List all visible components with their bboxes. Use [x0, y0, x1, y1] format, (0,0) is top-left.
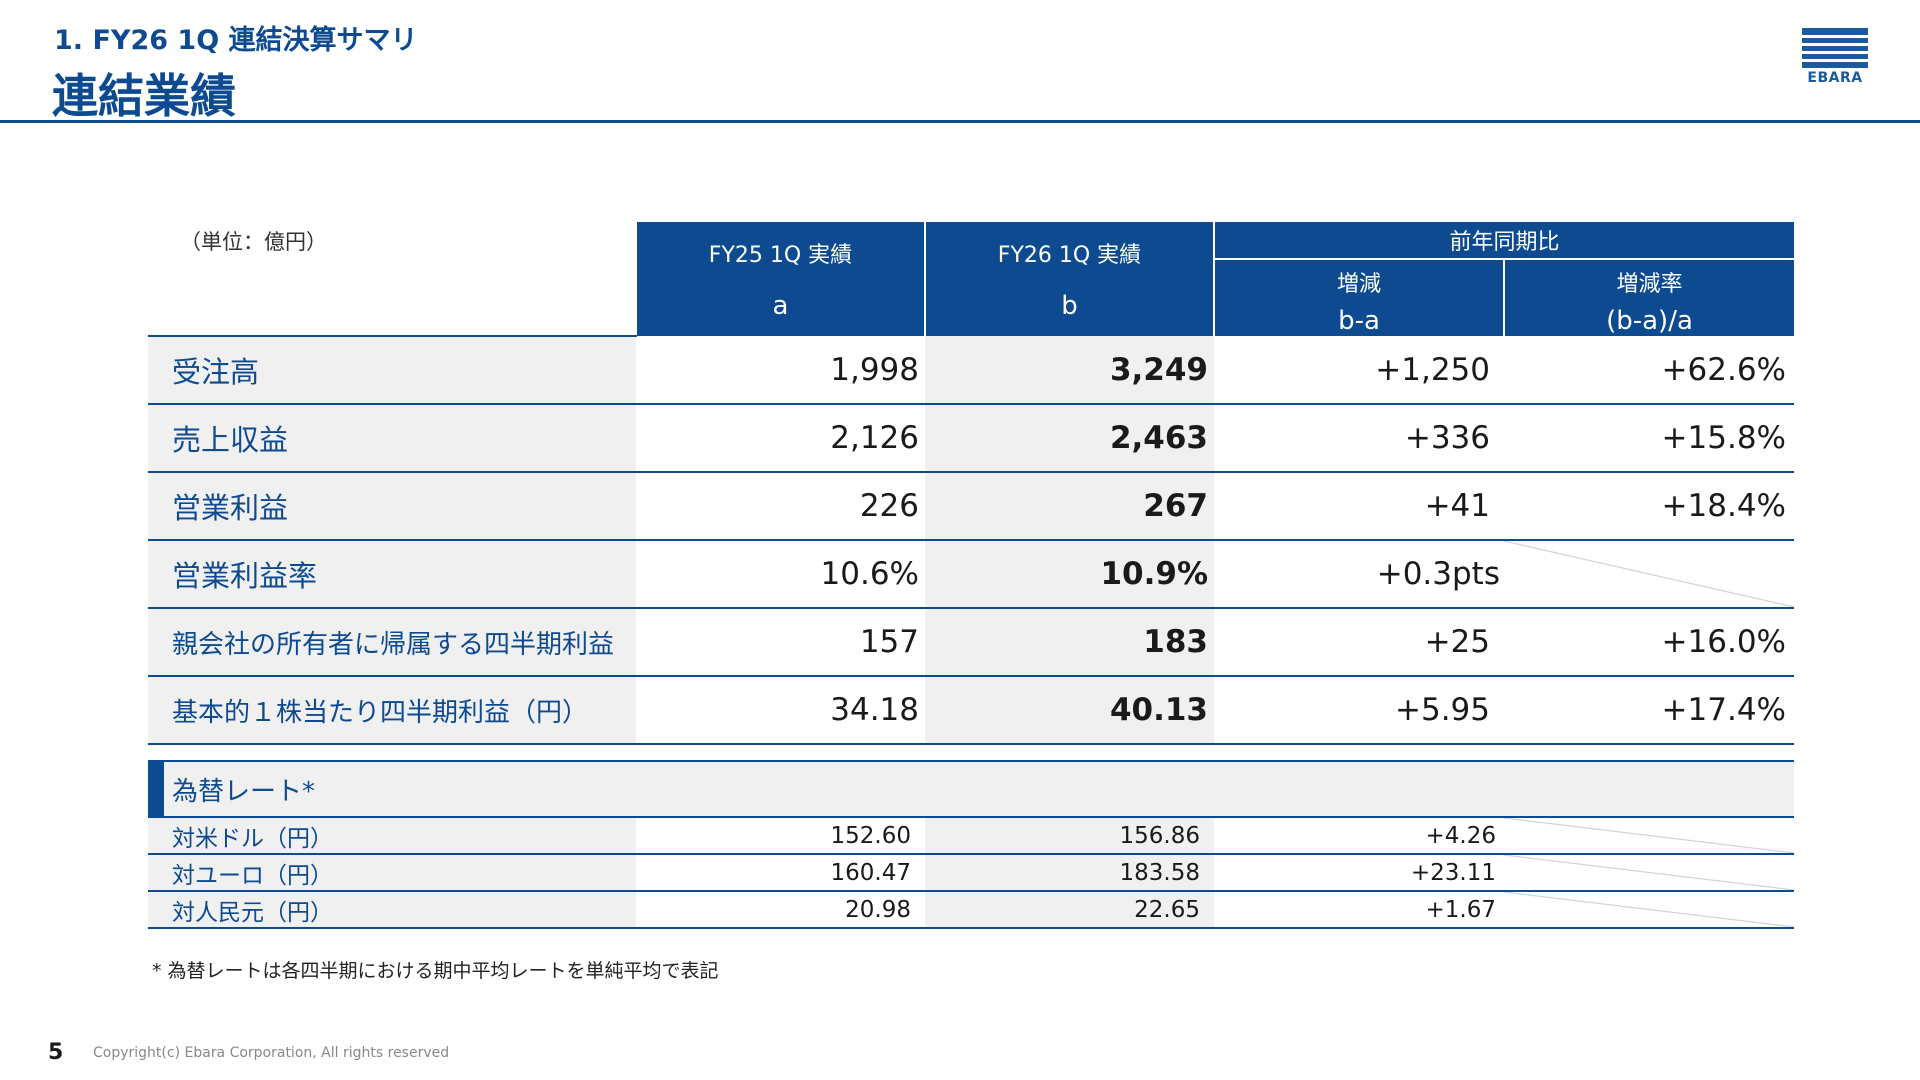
value-rate: +18.4%	[1504, 472, 1795, 541]
header-rule	[0, 120, 1920, 123]
value-rate: +17.4%	[1504, 676, 1795, 745]
value-fy26: 2,463	[925, 404, 1214, 473]
page-number: 5	[48, 1040, 64, 1065]
section-marker	[148, 760, 164, 816]
header-spacer	[148, 222, 636, 337]
fx-header: 為替レート*	[148, 760, 1795, 818]
table-row: 対米ドル（円） 152.60 156.86 +4.26	[148, 817, 1795, 855]
logo-wordmark: EBARA	[1807, 70, 1863, 86]
col-fy26-header: FY26 1Q 実績 b	[924, 222, 1214, 336]
table-row: 対人民元（円） 20.98 22.65 +1.67	[148, 891, 1795, 929]
value-fy25: 157	[636, 608, 925, 677]
col-diff-header: 増減 b-a	[1213, 259, 1504, 336]
fx-value-fy25: 152.60	[636, 817, 925, 855]
value-fy26: 3,249	[925, 336, 1214, 405]
table-row: 受注高 1,998 3,249 +1,250 +62.6%	[148, 336, 1795, 405]
ebara-logo: EBARA	[1802, 28, 1868, 86]
fx-value-diff: +23.11	[1214, 854, 1504, 892]
row-label: 親会社の所有者に帰属する四半期利益	[148, 608, 636, 677]
value-fy26: 267	[925, 472, 1214, 541]
footnote: * 為替レートは各四半期における期中平均レートを単純平均で表記	[152, 960, 719, 982]
copyright: Copyright(c) Ebara Corporation, All righ…	[93, 1045, 450, 1061]
fx-label: 対人民元（円）	[148, 891, 636, 929]
row-label: 売上収益	[148, 404, 636, 473]
fx-value-fy25: 20.98	[636, 891, 925, 929]
fx-rate-na	[1504, 817, 1795, 855]
value-rate-na	[1504, 540, 1795, 609]
value-diff: +5.95	[1214, 676, 1504, 745]
value-rate: +62.6%	[1504, 336, 1795, 405]
value-fy25: 1,998	[636, 336, 925, 405]
value-diff: +336	[1214, 404, 1504, 473]
col-fy25-header: FY25 1Q 実績 a	[635, 222, 925, 336]
row-label: 営業利益	[148, 472, 636, 541]
value-diff: +25	[1214, 608, 1504, 677]
value-rate: +16.0%	[1504, 608, 1795, 677]
value-fy25: 2,126	[636, 404, 925, 473]
logo-mark-icon	[1802, 28, 1868, 68]
value-fy25: 10.6%	[636, 540, 925, 609]
table-row: 営業利益 226 267 +41 +18.4%	[148, 472, 1795, 541]
page-title: 連結業績	[52, 69, 236, 123]
fx-value-fy25: 160.47	[636, 854, 925, 892]
value-diff: +0.3pts	[1214, 540, 1504, 609]
value-diff: +41	[1214, 472, 1504, 541]
value-diff: +1,250	[1214, 336, 1504, 405]
value-fy25: 34.18	[636, 676, 925, 745]
value-fy25: 226	[636, 472, 925, 541]
value-rate: +15.8%	[1504, 404, 1795, 473]
fx-value-fy26: 22.65	[925, 891, 1214, 929]
row-label: 基本的１株当たり四半期利益（円）	[148, 676, 636, 745]
fx-value-fy26: 156.86	[925, 817, 1214, 855]
col-rate-header: 増減率 (b-a)/a	[1502, 259, 1795, 336]
fx-value-diff: +4.26	[1214, 817, 1504, 855]
row-label: 受注高	[148, 336, 636, 405]
fx-value-fy26: 183.58	[925, 854, 1214, 892]
fx-header-row: 為替レート*	[148, 760, 1795, 818]
value-fy26: 40.13	[925, 676, 1214, 745]
value-fy26: 10.9%	[925, 540, 1214, 609]
value-fy26: 183	[925, 608, 1214, 677]
fx-rate-na	[1504, 891, 1795, 929]
table-row: 対ユーロ（円） 160.47 183.58 +23.11	[148, 854, 1795, 892]
table-row: 親会社の所有者に帰属する四半期利益 157 183 +25 +16.0%	[148, 608, 1795, 677]
fx-value-diff: +1.67	[1214, 891, 1504, 929]
fx-label: 対米ドル（円）	[148, 817, 636, 855]
col-yoy-group-header: 前年同期比	[1212, 222, 1795, 260]
fx-label: 対ユーロ（円）	[148, 854, 636, 892]
fx-title: 為替レート*	[172, 776, 316, 807]
table-row: 基本的１株当たり四半期利益（円） 34.18 40.13 +5.95 +17.4…	[148, 676, 1795, 745]
row-label: 営業利益率	[148, 540, 636, 609]
section-subtitle: 1. FY26 1Q 連結決算サマリ	[54, 25, 418, 56]
table-row: 営業利益率 10.6% 10.9% +0.3pts	[148, 540, 1795, 609]
fx-rate-table: 為替レート* 対米ドル（円） 152.60 156.86 +4.26 対ユーロ（…	[148, 760, 1795, 929]
results-table: FY25 1Q 実績 a FY26 1Q 実績 b 前年同期比 増減 b-a 増…	[148, 222, 1795, 745]
table-row: 売上収益 2,126 2,463 +336 +15.8%	[148, 404, 1795, 473]
fx-rate-na	[1504, 854, 1795, 892]
